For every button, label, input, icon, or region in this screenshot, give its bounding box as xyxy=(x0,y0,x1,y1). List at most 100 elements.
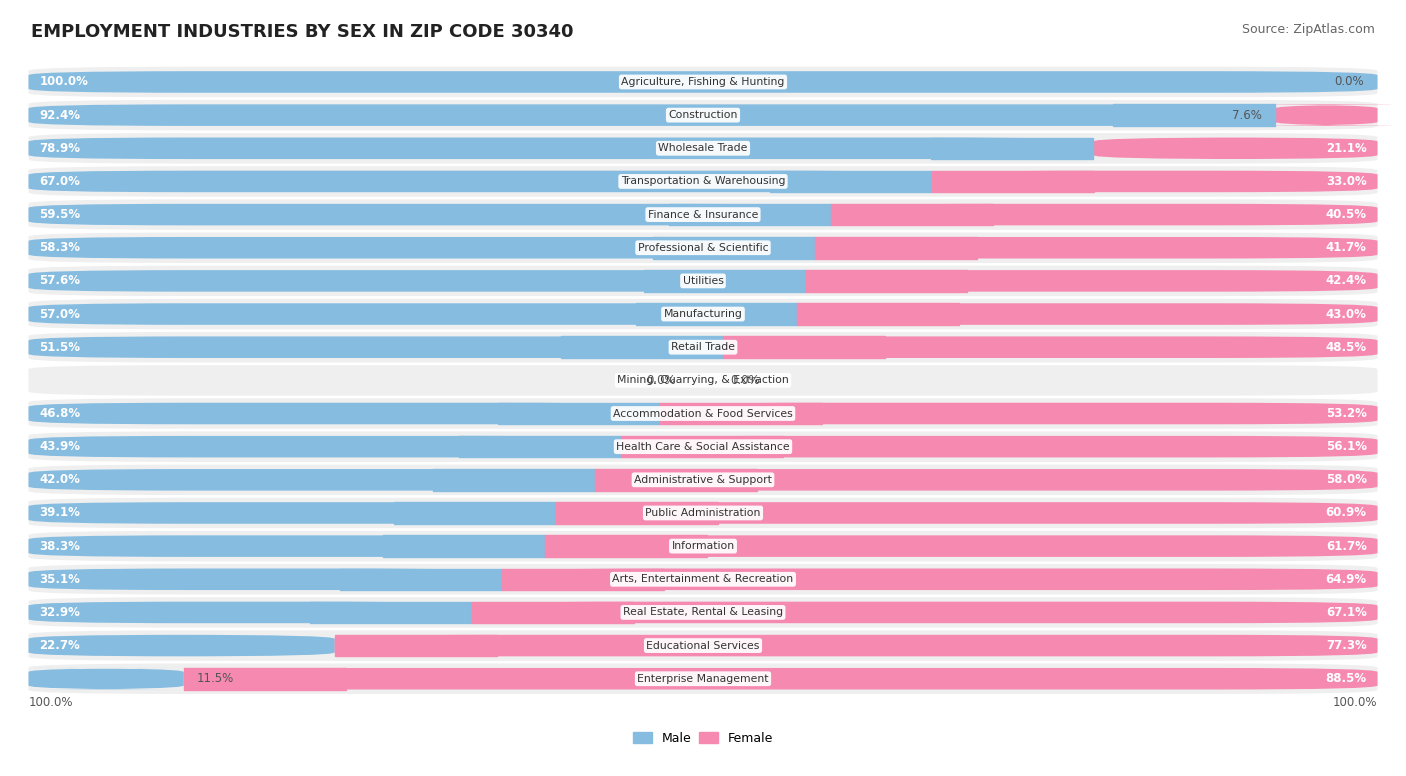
FancyBboxPatch shape xyxy=(546,535,1378,557)
Text: 59.5%: 59.5% xyxy=(39,208,80,221)
FancyBboxPatch shape xyxy=(815,237,1378,258)
FancyBboxPatch shape xyxy=(831,204,1378,225)
Bar xyxy=(394,502,555,524)
Text: 92.4%: 92.4% xyxy=(39,109,80,122)
FancyBboxPatch shape xyxy=(28,299,1378,329)
Bar xyxy=(770,171,932,192)
Text: 43.9%: 43.9% xyxy=(39,440,80,453)
FancyBboxPatch shape xyxy=(28,635,335,656)
FancyBboxPatch shape xyxy=(28,237,815,258)
FancyBboxPatch shape xyxy=(28,133,1378,164)
Text: 0.0%: 0.0% xyxy=(730,374,759,387)
Text: 64.9%: 64.9% xyxy=(1326,573,1367,586)
Text: Source: ZipAtlas.com: Source: ZipAtlas.com xyxy=(1241,23,1375,36)
FancyBboxPatch shape xyxy=(28,204,831,225)
Text: 0.0%: 0.0% xyxy=(647,374,676,387)
Bar xyxy=(659,403,821,424)
FancyBboxPatch shape xyxy=(28,535,546,557)
FancyBboxPatch shape xyxy=(28,398,1378,429)
Text: 48.5%: 48.5% xyxy=(1326,341,1367,354)
Text: 57.6%: 57.6% xyxy=(39,275,80,287)
Text: Construction: Construction xyxy=(668,110,738,120)
Text: 100.0%: 100.0% xyxy=(39,75,89,88)
Text: 60.9%: 60.9% xyxy=(1326,507,1367,519)
FancyBboxPatch shape xyxy=(28,100,1378,130)
Text: 7.6%: 7.6% xyxy=(1232,109,1261,122)
Text: Information: Information xyxy=(672,541,734,551)
Text: EMPLOYMENT INDUSTRIES BY SEX IN ZIP CODE 30340: EMPLOYMENT INDUSTRIES BY SEX IN ZIP CODE… xyxy=(31,23,574,41)
Text: Accommodation & Food Services: Accommodation & Food Services xyxy=(613,408,793,418)
Text: Health Care & Social Assistance: Health Care & Social Assistance xyxy=(616,442,790,452)
FancyBboxPatch shape xyxy=(28,137,1092,159)
Text: 57.0%: 57.0% xyxy=(39,307,80,320)
Text: 39.1%: 39.1% xyxy=(39,507,80,519)
FancyBboxPatch shape xyxy=(28,601,472,623)
Text: Enterprise Management: Enterprise Management xyxy=(637,674,769,684)
FancyBboxPatch shape xyxy=(723,337,1378,358)
Text: Educational Services: Educational Services xyxy=(647,640,759,650)
Text: 78.9%: 78.9% xyxy=(39,142,80,154)
Text: 35.1%: 35.1% xyxy=(39,573,80,586)
Legend: Male, Female: Male, Female xyxy=(628,726,778,750)
Bar xyxy=(831,204,993,225)
Text: Transportation & Warehousing: Transportation & Warehousing xyxy=(621,176,785,186)
FancyBboxPatch shape xyxy=(28,303,797,325)
FancyBboxPatch shape xyxy=(28,663,1378,694)
Bar xyxy=(636,303,797,325)
Text: 67.0%: 67.0% xyxy=(39,175,80,188)
Text: 77.3%: 77.3% xyxy=(1326,639,1367,652)
FancyBboxPatch shape xyxy=(28,171,932,192)
Text: Real Estate, Rental & Leasing: Real Estate, Rental & Leasing xyxy=(623,608,783,618)
Bar xyxy=(931,137,1092,159)
Bar xyxy=(384,535,546,557)
FancyBboxPatch shape xyxy=(28,502,555,524)
Bar xyxy=(797,303,959,325)
Text: 100.0%: 100.0% xyxy=(1333,696,1378,709)
Text: 40.5%: 40.5% xyxy=(1326,208,1367,221)
Text: 32.9%: 32.9% xyxy=(39,606,80,619)
FancyBboxPatch shape xyxy=(184,668,1378,690)
Bar xyxy=(595,469,756,490)
Bar xyxy=(502,569,664,590)
FancyBboxPatch shape xyxy=(28,598,1378,628)
FancyBboxPatch shape xyxy=(659,403,1378,424)
FancyBboxPatch shape xyxy=(28,431,1378,462)
Bar xyxy=(335,635,496,656)
Text: 42.0%: 42.0% xyxy=(39,473,80,487)
FancyBboxPatch shape xyxy=(28,337,723,358)
FancyBboxPatch shape xyxy=(806,270,1378,292)
FancyBboxPatch shape xyxy=(28,469,595,490)
Text: Administrative & Support: Administrative & Support xyxy=(634,475,772,485)
Text: 53.2%: 53.2% xyxy=(1326,407,1367,420)
Text: 100.0%: 100.0% xyxy=(28,696,73,709)
Bar xyxy=(184,668,346,690)
Text: Finance & Insurance: Finance & Insurance xyxy=(648,210,758,220)
FancyBboxPatch shape xyxy=(28,569,502,590)
Bar xyxy=(340,569,502,590)
FancyBboxPatch shape xyxy=(21,668,190,690)
FancyBboxPatch shape xyxy=(620,436,1378,457)
Text: 58.3%: 58.3% xyxy=(39,241,80,255)
Bar xyxy=(311,601,472,623)
Bar xyxy=(669,204,831,225)
Text: Public Administration: Public Administration xyxy=(645,508,761,518)
Bar xyxy=(644,270,806,292)
FancyBboxPatch shape xyxy=(28,67,1378,97)
FancyBboxPatch shape xyxy=(28,564,1378,594)
Text: 11.5%: 11.5% xyxy=(197,672,235,685)
Text: 67.1%: 67.1% xyxy=(1326,606,1367,619)
Text: Retail Trade: Retail Trade xyxy=(671,342,735,352)
Text: 42.4%: 42.4% xyxy=(1326,275,1367,287)
Bar xyxy=(555,502,718,524)
Text: 22.7%: 22.7% xyxy=(39,639,80,652)
Text: 41.7%: 41.7% xyxy=(1326,241,1367,255)
Bar xyxy=(433,469,595,490)
Text: Agriculture, Fishing & Hunting: Agriculture, Fishing & Hunting xyxy=(621,77,785,87)
Text: Mining, Quarrying, & Extraction: Mining, Quarrying, & Extraction xyxy=(617,376,789,386)
Bar xyxy=(472,601,634,623)
Bar xyxy=(498,403,659,424)
Bar xyxy=(458,436,620,457)
Text: 21.1%: 21.1% xyxy=(1326,142,1367,154)
FancyBboxPatch shape xyxy=(1216,104,1406,126)
Bar xyxy=(806,270,967,292)
